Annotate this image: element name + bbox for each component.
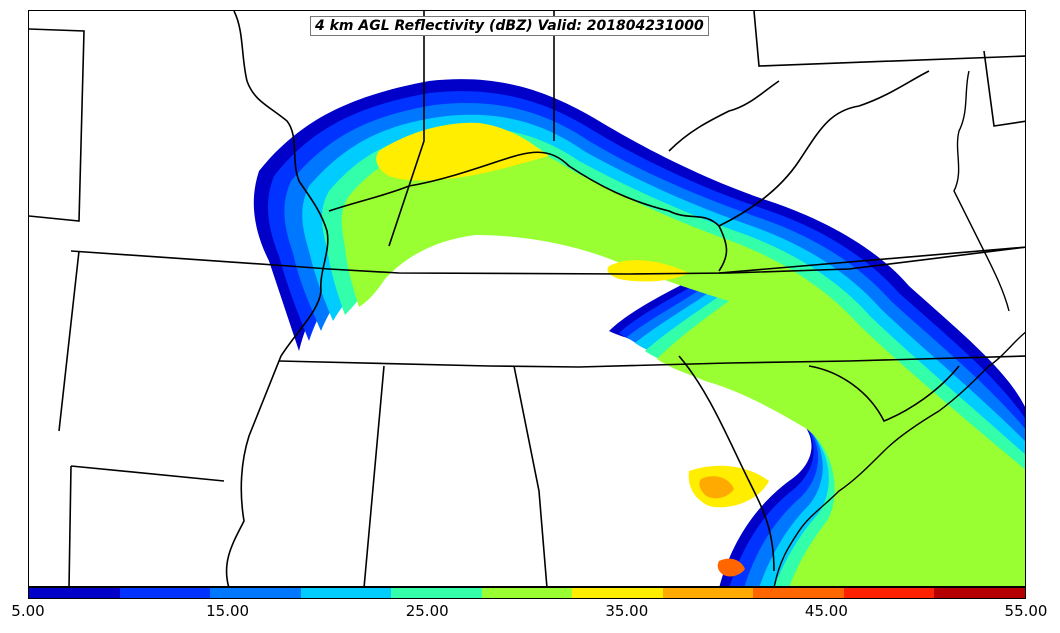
colorbar [28, 587, 1026, 599]
state-line-georgia-sc [678, 355, 775, 572]
state-line-nc-sc [808, 365, 960, 423]
colorbar-segment [662, 588, 754, 598]
colorbar-tick-label: 45.00 [804, 602, 848, 620]
colorbar-segment [29, 588, 120, 598]
reflectivity-band-35b [607, 260, 689, 282]
coastline-atlantic [773, 331, 1025, 586]
state-line-illinois-indiana [388, 11, 425, 247]
state-line-ohio-river [328, 151, 728, 272]
colorbar-tick-label: 5.00 [11, 602, 45, 620]
state-line-delmarva [983, 50, 1025, 127]
map-panel [28, 10, 1026, 587]
state-line-virginia-nc [718, 246, 1025, 274]
state-line-texas [68, 465, 72, 586]
colorbar-segment [934, 588, 1026, 598]
state-line-kentucky-virginia [718, 70, 930, 227]
reflectivity-band-35 [376, 122, 549, 181]
state-line-alabama-georgia [513, 365, 548, 586]
reflectivity-band-30 [341, 139, 1025, 586]
state-line-northwest-1 [29, 28, 85, 222]
colorbar-segment [391, 588, 482, 598]
reflectivity-band-40 [699, 476, 734, 499]
colorbar-segment [119, 588, 211, 598]
map-title: 4 km AGL Reflectivity (dBZ) Valid: 20180… [310, 16, 709, 36]
state-line-kansas-missouri [70, 246, 1025, 275]
state-line-wv-1 [668, 80, 780, 152]
colorbar-segment [843, 588, 935, 598]
state-line-mississippi-alabama [363, 365, 385, 586]
reflectivity-band-40b [717, 558, 745, 577]
coastline-chesapeake [953, 70, 1010, 312]
colorbar-tick-label: 35.00 [605, 602, 649, 620]
state-line-tennessee [278, 355, 1025, 368]
state-line-missouri-river [225, 11, 329, 586]
reflectivity-map [29, 11, 1025, 586]
reflectivity-field [253, 79, 1025, 586]
colorbar-segment [481, 588, 573, 598]
state-line-arkansas-louisiana [70, 465, 225, 482]
colorbar-tick-label: 25.00 [405, 602, 449, 620]
colorbar-segment [300, 588, 392, 598]
colorbar-tick-label: 55.00 [1004, 602, 1048, 620]
colorbar-tick-label: 15.00 [206, 602, 250, 620]
state-line-pennsylvania [753, 11, 1025, 67]
coastline [773, 70, 1025, 586]
colorbar-segment [572, 588, 663, 598]
colorbar-segment [753, 588, 844, 598]
state-boundaries [29, 11, 1025, 586]
state-line-oklahoma [58, 250, 80, 432]
colorbar-segment [210, 588, 301, 598]
